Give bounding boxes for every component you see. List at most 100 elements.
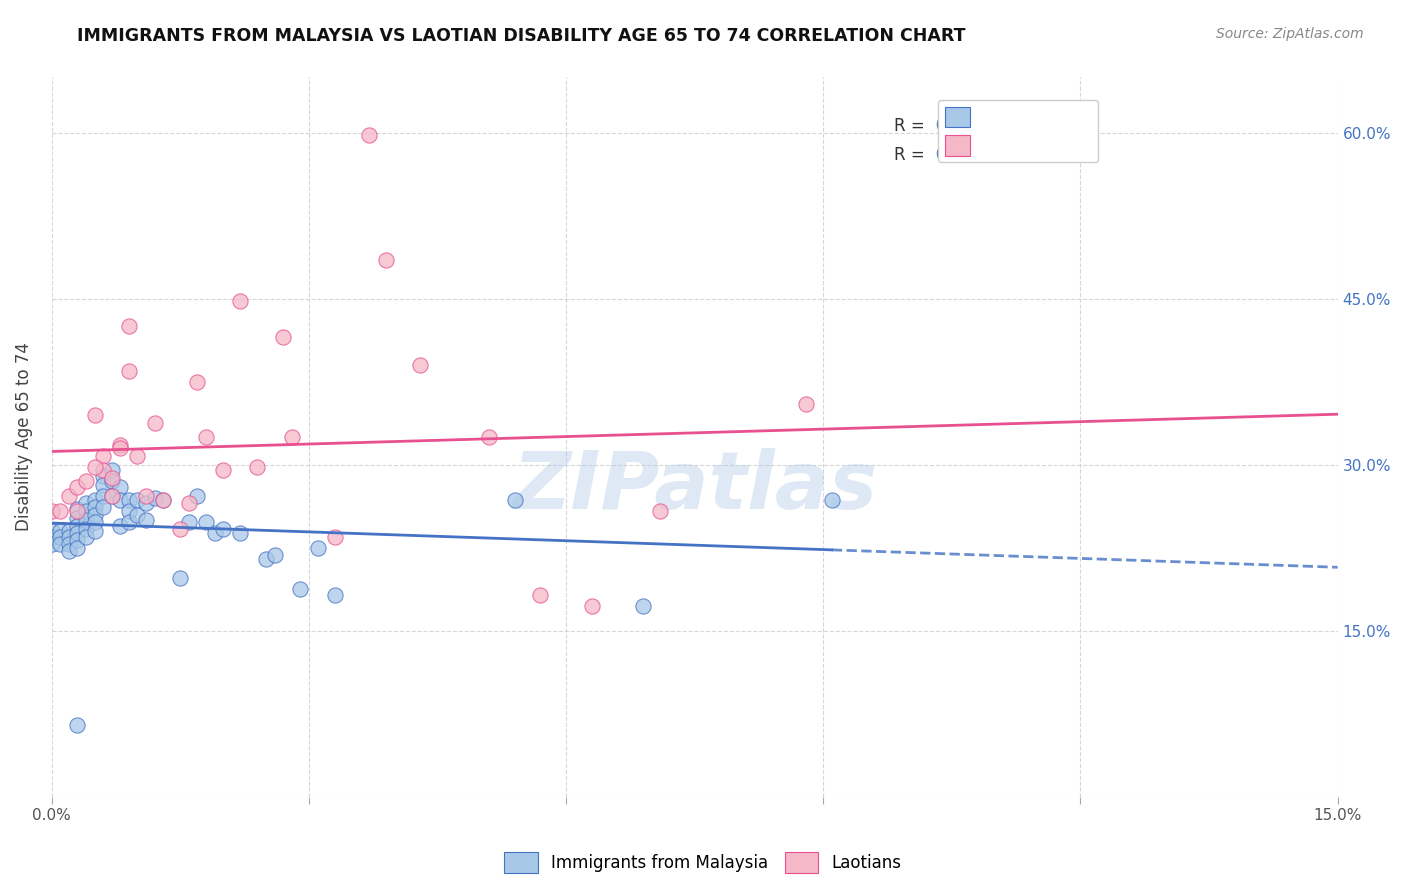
Point — [281, 430, 304, 444]
Point — [650, 504, 672, 518]
Point — [633, 599, 655, 614]
Point — [118, 504, 141, 518]
Point — [100, 489, 122, 503]
Legend: placeholder1, placeholder2: placeholder1, placeholder2 — [938, 100, 1098, 162]
Point — [100, 489, 122, 503]
Point — [143, 491, 166, 505]
Point — [821, 493, 844, 508]
Point — [307, 541, 329, 555]
Point — [186, 375, 208, 389]
Point — [49, 530, 72, 544]
Point — [254, 551, 277, 566]
Point — [58, 524, 80, 538]
Point — [127, 508, 149, 522]
Point — [75, 522, 97, 536]
Point — [169, 522, 191, 536]
Point — [110, 518, 132, 533]
Point — [110, 480, 132, 494]
Text: R =: R = — [894, 117, 929, 135]
Point — [66, 480, 89, 494]
Point — [75, 513, 97, 527]
Point — [271, 330, 294, 344]
Point — [58, 544, 80, 558]
Point — [323, 588, 346, 602]
Point — [135, 513, 157, 527]
Point — [127, 449, 149, 463]
Legend: Immigrants from Malaysia, Laotians: Immigrants from Malaysia, Laotians — [498, 846, 908, 880]
Point — [478, 430, 501, 444]
Point — [212, 463, 235, 477]
Point — [91, 489, 114, 503]
Point — [49, 504, 72, 518]
Point — [58, 537, 80, 551]
Point — [91, 477, 114, 491]
Point — [212, 522, 235, 536]
Point — [83, 459, 105, 474]
Point — [66, 504, 89, 518]
Point — [66, 718, 89, 732]
Point — [58, 489, 80, 503]
Point — [100, 471, 122, 485]
Point — [152, 493, 174, 508]
Text: ZIPatlas: ZIPatlas — [512, 449, 877, 526]
Point — [357, 128, 380, 142]
Point — [110, 441, 132, 455]
Point — [41, 537, 63, 551]
Point — [41, 530, 63, 544]
Point — [66, 533, 89, 547]
Point — [100, 463, 122, 477]
Point — [186, 489, 208, 503]
Point — [83, 515, 105, 529]
Point — [118, 364, 141, 378]
Point — [66, 502, 89, 516]
Point — [375, 252, 398, 267]
Point — [118, 319, 141, 334]
Point — [83, 408, 105, 422]
Point — [229, 526, 252, 541]
Point — [66, 526, 89, 541]
Point — [229, 293, 252, 308]
Point — [83, 508, 105, 522]
Point — [83, 524, 105, 538]
Point — [409, 358, 432, 372]
Point — [66, 518, 89, 533]
Point — [66, 541, 89, 555]
Point — [49, 537, 72, 551]
Point — [323, 530, 346, 544]
Point — [177, 515, 200, 529]
Point — [110, 438, 132, 452]
Text: 0.045: 0.045 — [935, 117, 987, 135]
Text: R =: R = — [894, 145, 929, 164]
Point — [58, 530, 80, 544]
Point — [195, 515, 218, 529]
Point — [177, 496, 200, 510]
Point — [127, 493, 149, 508]
Point — [135, 496, 157, 510]
Point — [794, 397, 817, 411]
Point — [195, 430, 218, 444]
Point — [49, 524, 72, 538]
Point — [581, 599, 603, 614]
Text: IMMIGRANTS FROM MALAYSIA VS LAOTIAN DISABILITY AGE 65 TO 74 CORRELATION CHART: IMMIGRANTS FROM MALAYSIA VS LAOTIAN DISA… — [77, 27, 966, 45]
Point — [290, 582, 312, 596]
Point — [118, 493, 141, 508]
Point — [135, 489, 157, 503]
Text: N =: N = — [984, 145, 1032, 164]
Point — [118, 515, 141, 529]
Point — [66, 511, 89, 525]
Point — [246, 459, 269, 474]
Point — [91, 468, 114, 483]
Text: 38: 38 — [1022, 145, 1046, 164]
Point — [152, 493, 174, 508]
Point — [503, 493, 526, 508]
Point — [143, 416, 166, 430]
Point — [91, 463, 114, 477]
Text: Source: ZipAtlas.com: Source: ZipAtlas.com — [1216, 27, 1364, 41]
Text: 0.143: 0.143 — [935, 145, 988, 164]
Point — [169, 571, 191, 585]
Point — [75, 496, 97, 510]
Y-axis label: Disability Age 65 to 74: Disability Age 65 to 74 — [15, 343, 32, 532]
Point — [91, 500, 114, 514]
Point — [83, 493, 105, 508]
Point — [91, 449, 114, 463]
